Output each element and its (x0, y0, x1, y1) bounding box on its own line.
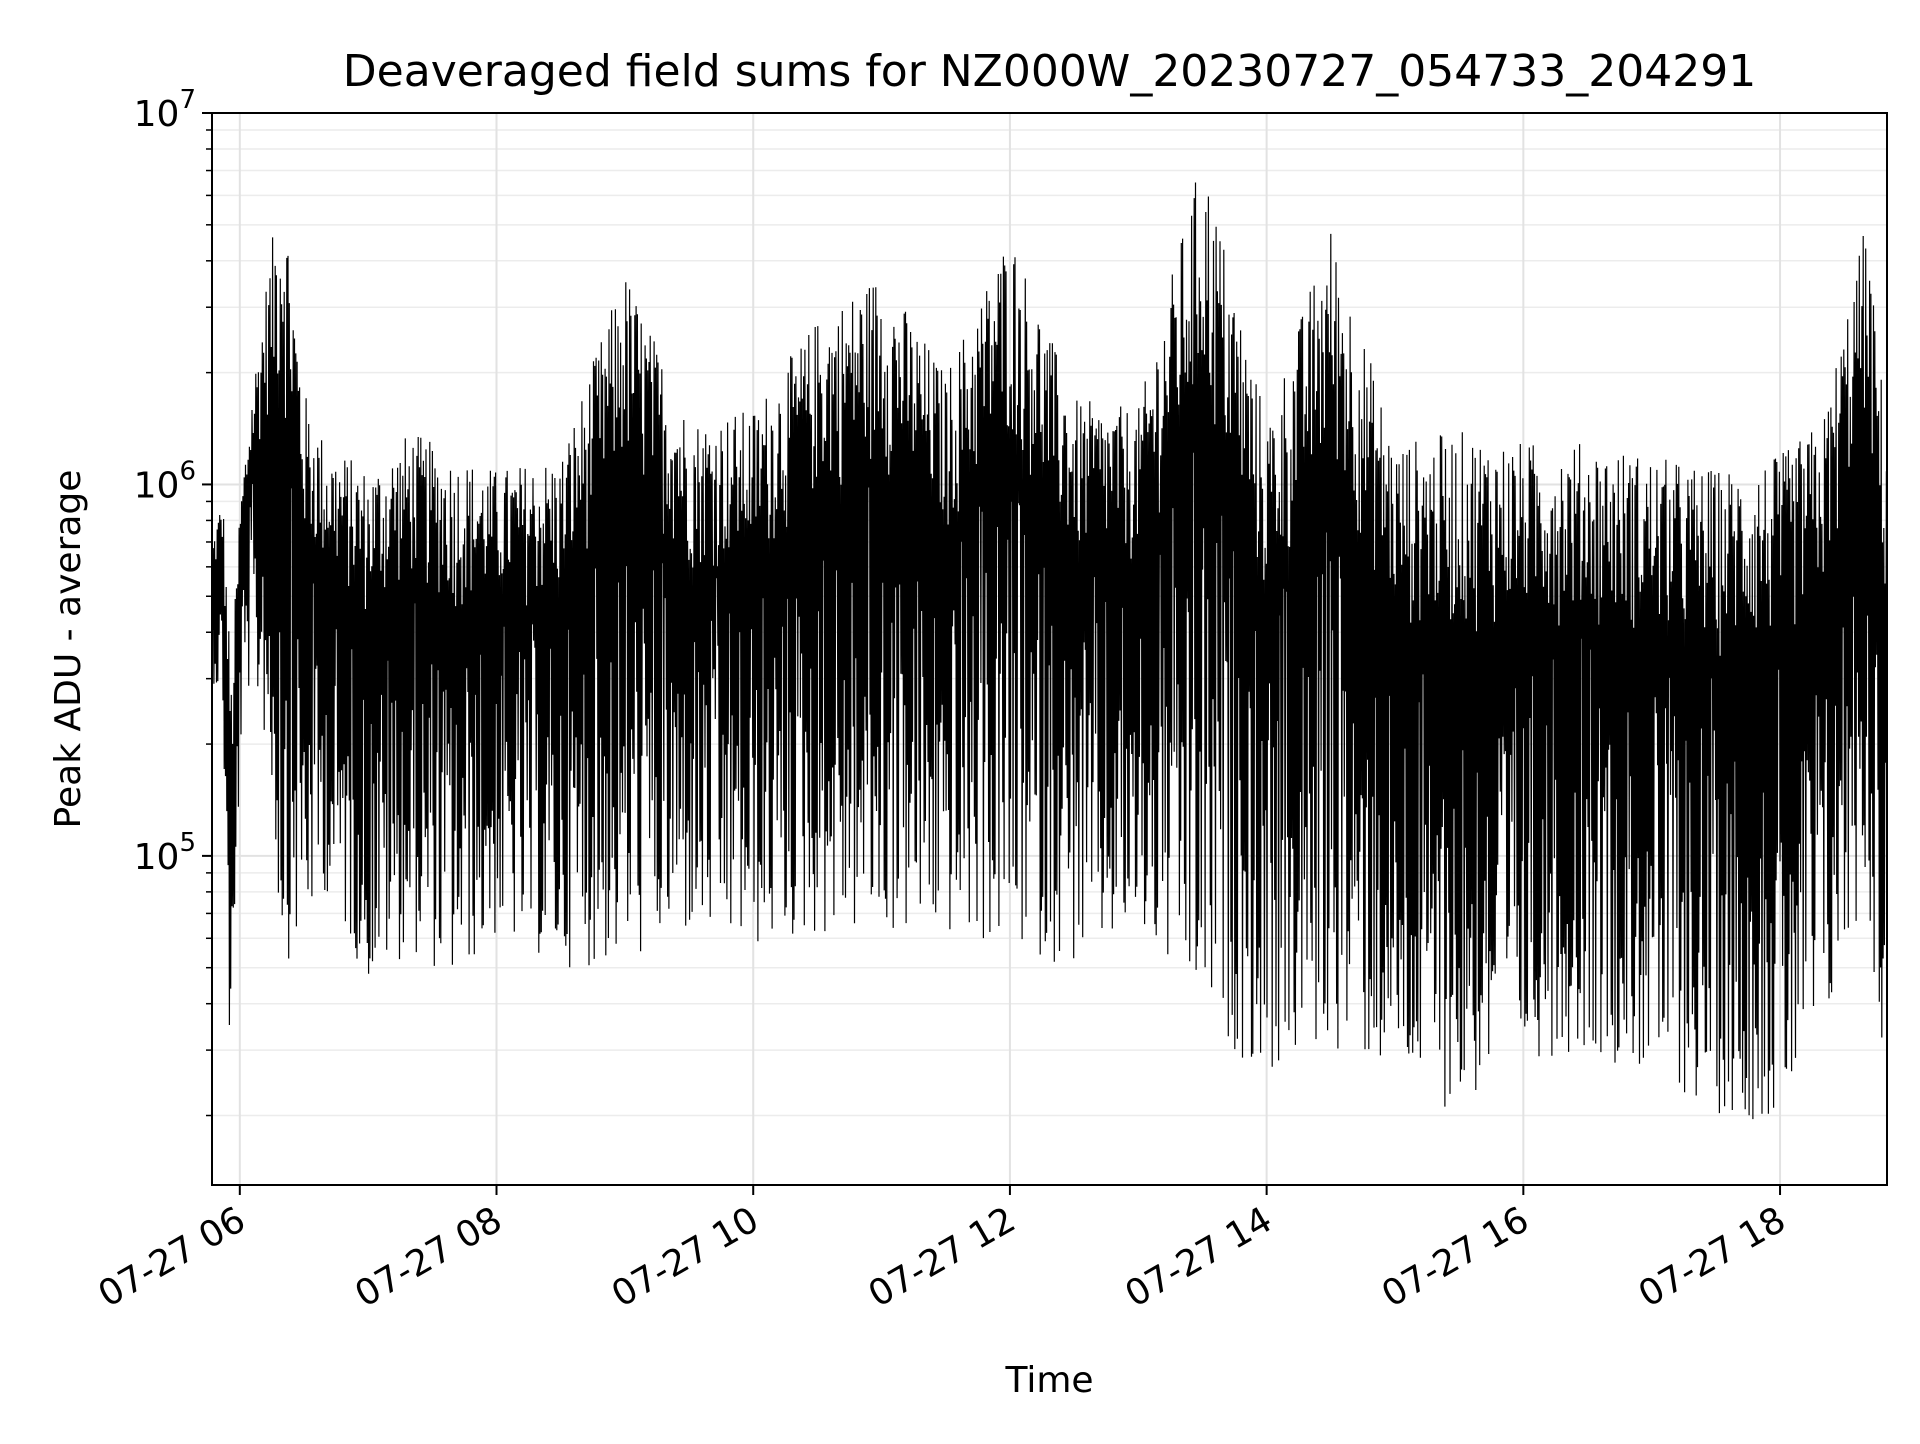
y-tick-label: 107 (134, 85, 196, 135)
y-tick-label: 105 (134, 828, 196, 878)
y-tick-label: 106 (134, 456, 196, 506)
x-axis-label: Time (1004, 1360, 1093, 1401)
plot-frame (211, 112, 1888, 1186)
series-line (211, 182, 1888, 1120)
series-layer (211, 182, 1888, 1120)
chart-title: Deaveraged field sums for NZ000W_2023072… (343, 46, 1756, 97)
y-axis-label: Peak ADU - average (48, 470, 89, 829)
